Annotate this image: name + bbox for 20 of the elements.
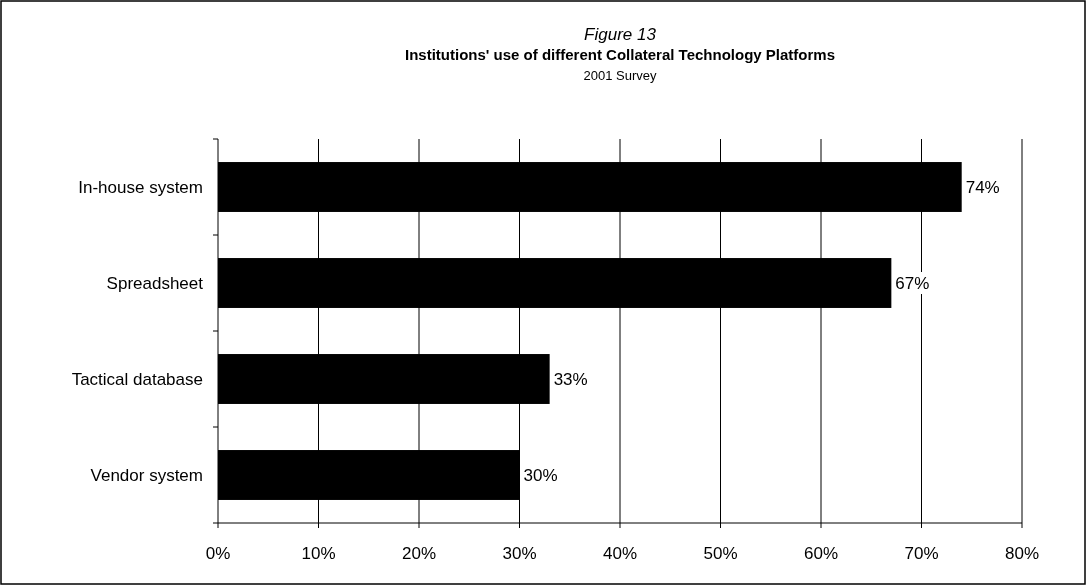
x-tick-label: 10% [301,544,336,563]
chart-subtitle: 2001 Survey [583,68,657,83]
x-tick-label: 80% [1004,544,1040,563]
y-tick-label: In-house system [78,177,203,197]
y-tick-label: Tactical database [71,369,203,389]
chart-title: Institutions' use of different Collateral Technology Platforms [405,46,835,63]
data-label: 33% [553,369,588,389]
caption: Figure 13 [584,25,657,44]
data-label: 74% [965,177,1000,197]
x-tick-label: 0% [205,544,231,563]
x-tick-label: 40% [602,544,638,563]
x-tick-label: 70% [904,544,939,563]
data-label: 30% [523,465,558,485]
x-tick-label: 20% [401,544,437,563]
x-tick-label: 60% [803,544,839,563]
x-tick-label: 50% [703,544,738,563]
data-label: 67% [895,273,930,293]
x-tick-label: 30% [502,544,537,563]
y-tick-label: Spreadsheet [106,273,204,293]
y-tick-label: Vendor system [90,465,203,485]
